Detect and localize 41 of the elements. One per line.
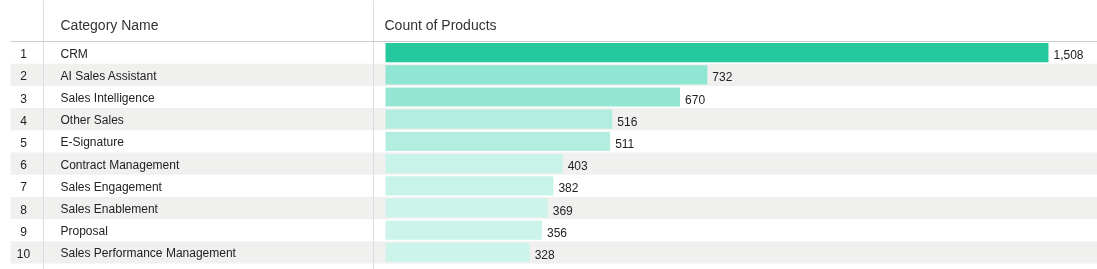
data-label: 516 [617, 114, 638, 129]
text: 9 [20, 224, 28, 239]
data-label: 732 [712, 70, 733, 85]
text: 7 [20, 180, 28, 195]
data-label: 369 [552, 203, 574, 218]
y-axis-title: Category Name [60, 16, 159, 33]
y-tick-label: Sales Performance Management [60, 246, 237, 261]
text: 1 [20, 47, 28, 62]
text: 10 [16, 246, 31, 261]
bar [385, 242, 530, 262]
y-tick-label: Sales Enablement [60, 202, 159, 216]
y-tick-label: Sales Engagement [60, 179, 163, 194]
bar [385, 154, 563, 174]
y-tick-label: E-Signature [60, 135, 125, 150]
text: 2 [20, 69, 28, 84]
bar [385, 109, 613, 129]
data-label: 403 [567, 159, 589, 174]
bar [385, 65, 708, 85]
text: 5 [20, 135, 28, 150]
y-tick-label: AI Sales Assistant [60, 68, 158, 83]
y-tick-label: CRM [60, 46, 88, 61]
bar [385, 87, 681, 107]
data-label: 511 [615, 136, 635, 151]
text: 3 [20, 91, 28, 106]
bar [385, 176, 554, 196]
data-label: 356 [547, 225, 568, 240]
bar [385, 198, 548, 218]
x-axis-title: Count of Products [384, 16, 497, 33]
data-label: 670 [685, 92, 706, 107]
y-tick-label: Sales Intelligence [60, 91, 155, 105]
bar [385, 131, 611, 151]
data-label: 382 [558, 181, 579, 196]
text: 6 [20, 158, 28, 173]
data-label: 1,508 [1053, 48, 1084, 63]
y-tick-label: Contract Management [60, 157, 180, 172]
text: 8 [20, 202, 28, 217]
text: 4 [20, 113, 28, 128]
y-tick-label: Other Sales [60, 113, 124, 128]
data-label: 328 [534, 247, 556, 262]
y-tick-label: Proposal [60, 224, 108, 239]
bar [385, 220, 543, 240]
